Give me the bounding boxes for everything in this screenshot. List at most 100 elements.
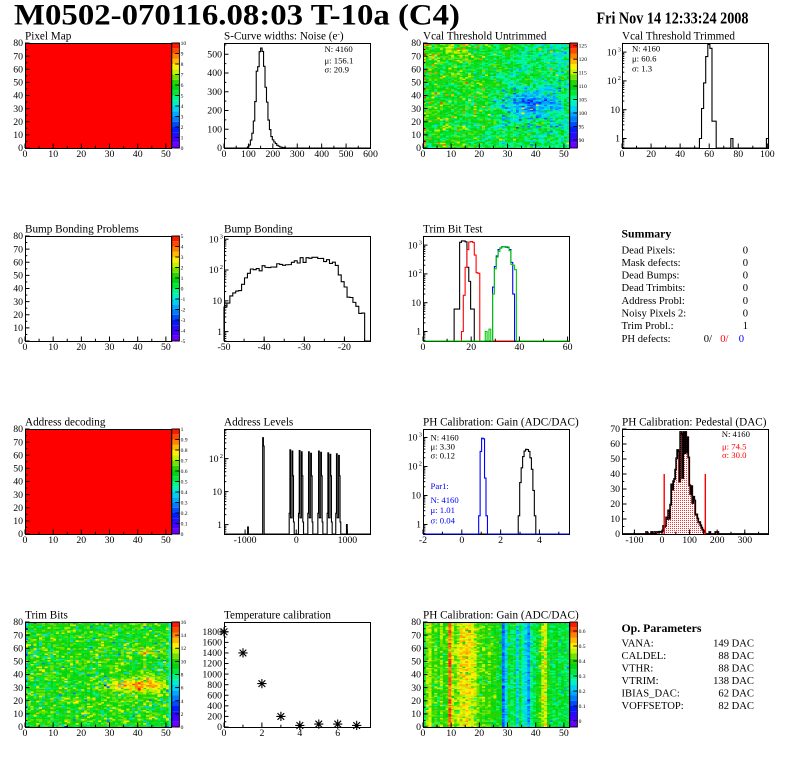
svg-text:Address Probl:: Address Probl: bbox=[622, 296, 685, 307]
svg-text:S-Curve widths: Noise (e-): S-Curve widths: Noise (e-) bbox=[224, 29, 344, 43]
svg-text:Temperature calibration: Temperature calibration bbox=[224, 610, 331, 622]
svg-text:10: 10 bbox=[212, 296, 222, 307]
svg-text:-2: -2 bbox=[419, 535, 427, 546]
svg-text:60: 60 bbox=[13, 257, 23, 268]
svg-text:2: 2 bbox=[181, 125, 184, 131]
svg-text:8: 8 bbox=[181, 673, 184, 679]
svg-text:0: 0 bbox=[181, 287, 184, 293]
svg-text:0: 0 bbox=[23, 728, 28, 739]
svg-text:400: 400 bbox=[207, 701, 222, 712]
svg-text:60: 60 bbox=[13, 644, 23, 655]
svg-text:20: 20 bbox=[466, 342, 476, 353]
svg-text:10: 10 bbox=[13, 709, 23, 720]
svg-text:50: 50 bbox=[411, 78, 421, 89]
svg-text:10: 10 bbox=[13, 130, 23, 141]
svg-text:200: 200 bbox=[710, 535, 725, 546]
svg-text:40: 40 bbox=[133, 728, 143, 739]
svg-text:σ: 20.9: σ: 20.9 bbox=[325, 64, 349, 74]
svg-text:80: 80 bbox=[13, 231, 23, 242]
svg-text:10: 10 bbox=[411, 130, 421, 141]
svg-text:0: 0 bbox=[18, 722, 23, 733]
svg-text:-40: -40 bbox=[258, 342, 271, 353]
svg-text:8: 8 bbox=[181, 62, 184, 68]
svg-text:Dead Pixels:: Dead Pixels: bbox=[622, 245, 676, 256]
svg-text:Bump Bonding Problems: Bump Bonding Problems bbox=[25, 224, 139, 236]
svg-text:VANA:: VANA: bbox=[622, 639, 654, 650]
svg-text:95: 95 bbox=[579, 125, 585, 131]
svg-text:40: 40 bbox=[515, 342, 525, 353]
svg-text:0/: 0/ bbox=[720, 334, 728, 345]
svg-text:VTRIM:: VTRIM: bbox=[622, 676, 659, 687]
svg-text:PH Calibration: Gain (ADC/DAC): PH Calibration: Gain (ADC/DAC) bbox=[423, 610, 579, 622]
svg-text:88 DAC: 88 DAC bbox=[718, 664, 754, 675]
svg-text:60: 60 bbox=[610, 439, 620, 450]
svg-text:7: 7 bbox=[181, 73, 184, 79]
svg-text:6: 6 bbox=[335, 728, 340, 739]
svg-text:0: 0 bbox=[421, 342, 426, 353]
svg-text:40: 40 bbox=[610, 469, 620, 480]
svg-text:80: 80 bbox=[411, 38, 421, 49]
svg-text:600: 600 bbox=[363, 149, 378, 160]
svg-text:40: 40 bbox=[411, 91, 421, 102]
svg-text:10: 10 bbox=[13, 323, 23, 334]
svg-text:10: 10 bbox=[446, 149, 456, 160]
svg-text:60: 60 bbox=[411, 65, 421, 76]
svg-text:10: 10 bbox=[610, 514, 620, 525]
svg-text:1: 1 bbox=[416, 327, 421, 338]
svg-text:2: 2 bbox=[419, 461, 422, 468]
svg-text:100: 100 bbox=[682, 535, 697, 546]
svg-text:N: 4160: N: 4160 bbox=[722, 429, 751, 439]
svg-text:2: 2 bbox=[419, 268, 422, 275]
svg-text:70: 70 bbox=[411, 51, 421, 62]
svg-text:0.3: 0.3 bbox=[181, 501, 188, 507]
svg-text:1: 1 bbox=[217, 520, 222, 531]
svg-text:Op. Parameters: Op. Parameters bbox=[622, 621, 702, 635]
svg-text:70: 70 bbox=[13, 437, 23, 448]
svg-text:20: 20 bbox=[411, 117, 421, 128]
svg-text:60: 60 bbox=[563, 342, 573, 353]
svg-text:50: 50 bbox=[411, 657, 421, 668]
svg-text:0.6: 0.6 bbox=[181, 469, 188, 475]
svg-text:50: 50 bbox=[13, 78, 23, 89]
svg-text:10: 10 bbox=[209, 234, 219, 245]
svg-text:0.2: 0.2 bbox=[181, 511, 188, 517]
svg-text:30: 30 bbox=[503, 728, 513, 739]
svg-text:0: 0 bbox=[23, 342, 28, 353]
svg-text:Dead Bumps:: Dead Bumps: bbox=[622, 271, 680, 282]
svg-text:3: 3 bbox=[419, 239, 422, 246]
svg-text:0: 0 bbox=[743, 271, 748, 282]
svg-text:50: 50 bbox=[610, 454, 620, 465]
svg-text:0: 0 bbox=[660, 535, 665, 546]
svg-text:N: 4160: N: 4160 bbox=[325, 44, 354, 54]
svg-text:0.1: 0.1 bbox=[579, 704, 586, 710]
svg-text:40: 40 bbox=[13, 477, 23, 488]
svg-text:10: 10 bbox=[411, 298, 421, 309]
svg-text:88 DAC: 88 DAC bbox=[718, 651, 754, 662]
svg-text:20: 20 bbox=[13, 310, 23, 321]
svg-text:115: 115 bbox=[579, 71, 587, 77]
svg-text:σ: 0.04: σ: 0.04 bbox=[431, 515, 456, 525]
svg-text:125: 125 bbox=[579, 44, 588, 50]
svg-text:-1000: -1000 bbox=[234, 535, 257, 546]
svg-text:60: 60 bbox=[13, 450, 23, 461]
svg-text:20: 20 bbox=[646, 149, 656, 160]
svg-text:82 DAC: 82 DAC bbox=[718, 701, 754, 712]
svg-text:6: 6 bbox=[181, 686, 184, 692]
svg-text:Vcal Threshold Untrimmed: Vcal Threshold Untrimmed bbox=[423, 31, 547, 43]
svg-text:500: 500 bbox=[207, 50, 222, 61]
svg-text:30: 30 bbox=[105, 728, 115, 739]
svg-text:VTHR:: VTHR: bbox=[622, 664, 654, 675]
svg-text:10: 10 bbox=[48, 535, 58, 546]
svg-text:PH Calibration: Pedestal (DAC): PH Calibration: Pedestal (DAC) bbox=[622, 417, 767, 429]
svg-text:0.8: 0.8 bbox=[181, 448, 188, 454]
svg-text:σ: 1.3: σ: 1.3 bbox=[632, 64, 652, 74]
svg-text:4: 4 bbox=[181, 104, 184, 110]
svg-text:0: 0 bbox=[416, 143, 421, 154]
svg-text:0: 0 bbox=[416, 722, 421, 733]
svg-text:10: 10 bbox=[48, 149, 58, 160]
svg-text:80: 80 bbox=[13, 424, 23, 435]
svg-text:0: 0 bbox=[620, 149, 625, 160]
svg-text:σ: 0.12: σ: 0.12 bbox=[431, 450, 455, 460]
svg-text:2: 2 bbox=[220, 453, 223, 460]
svg-text:40: 40 bbox=[13, 284, 23, 295]
